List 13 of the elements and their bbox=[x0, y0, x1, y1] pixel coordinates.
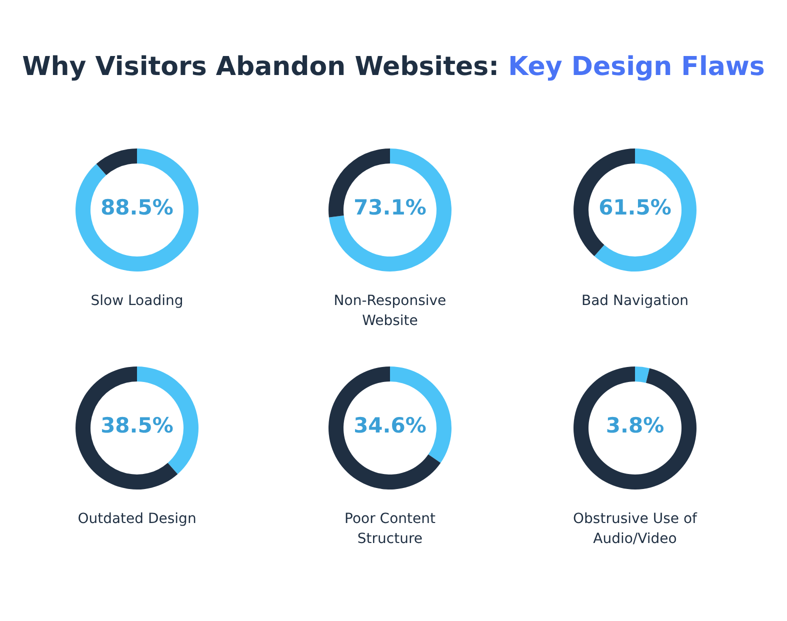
text: 38.5% bbox=[100, 414, 174, 438]
text: 73.1% bbox=[354, 196, 426, 220]
text: Outdated Design bbox=[76, 510, 198, 529]
text: Non-Responsive Website bbox=[332, 292, 448, 331]
text: Why Visitors Abandon Websites: Key Design Flaws bbox=[21, 52, 766, 82]
text: Poor Content Structure bbox=[344, 510, 436, 549]
text: Slow Loading bbox=[90, 292, 184, 311]
text: 61.5% bbox=[598, 196, 672, 220]
text: 88.5% bbox=[100, 196, 174, 220]
text: Bad Navigation bbox=[580, 292, 690, 311]
text: Obstrusive Use of Audio/Video bbox=[572, 510, 698, 549]
text: 34.6% bbox=[354, 414, 426, 438]
text: 3.8% bbox=[606, 414, 664, 438]
